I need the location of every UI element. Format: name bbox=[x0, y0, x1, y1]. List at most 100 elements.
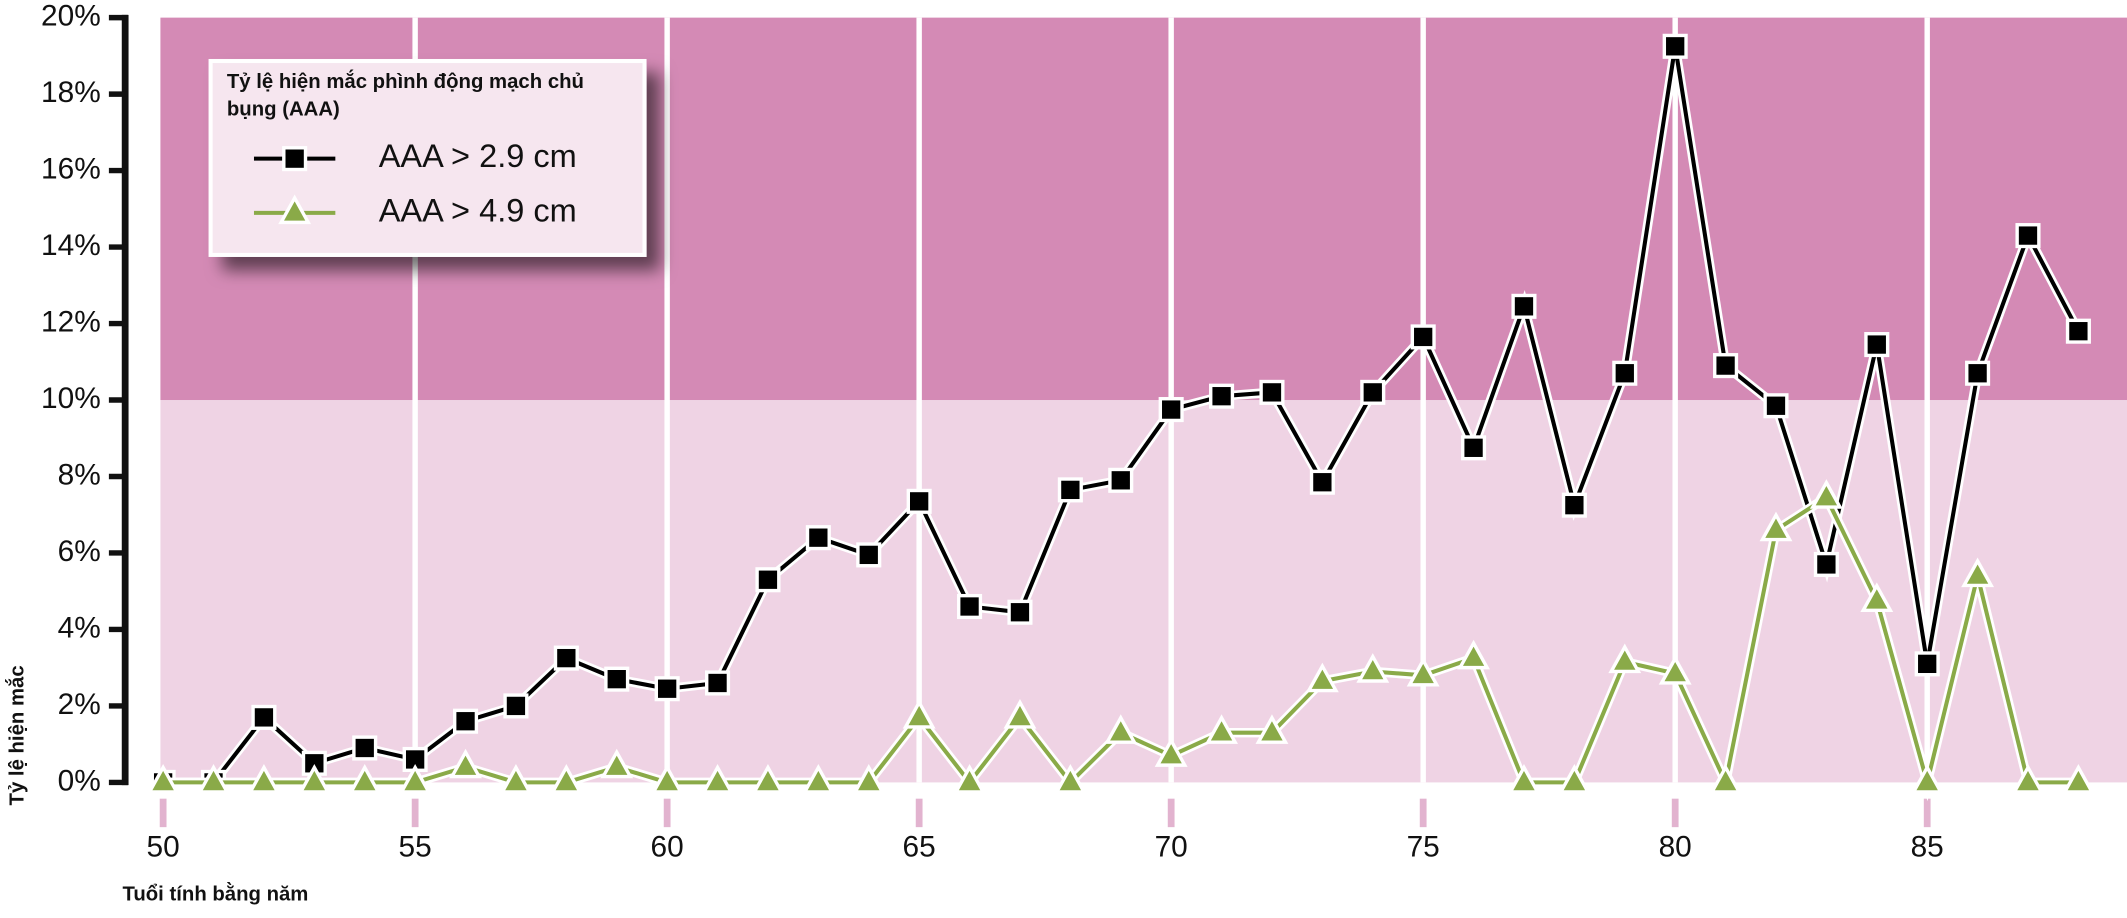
y-tick-label: 18% bbox=[41, 76, 101, 109]
data-point bbox=[1205, 714, 1239, 744]
data-point bbox=[1809, 479, 1843, 509]
data-point bbox=[398, 763, 432, 794]
data-point bbox=[1356, 653, 1390, 683]
data-point bbox=[1255, 714, 1289, 744]
data-point bbox=[1713, 353, 1739, 379]
data-point bbox=[650, 763, 684, 794]
data-point bbox=[197, 763, 230, 794]
data-point bbox=[1557, 763, 1591, 794]
y-tick-label: 10% bbox=[41, 382, 101, 415]
legend-marker bbox=[278, 194, 312, 225]
data-point bbox=[600, 748, 634, 779]
data-point bbox=[1461, 435, 1487, 461]
x-tick-label: 85 bbox=[1911, 831, 1944, 864]
data-point bbox=[1406, 656, 1440, 687]
data-point bbox=[957, 593, 983, 620]
data-point bbox=[1860, 582, 1894, 612]
data-point bbox=[1360, 379, 1386, 405]
data-point bbox=[1910, 763, 1944, 794]
data-point bbox=[1209, 383, 1235, 409]
data-point bbox=[906, 488, 932, 514]
data-point bbox=[1309, 469, 1335, 495]
data-point bbox=[1410, 324, 1436, 350]
data-point bbox=[1965, 360, 1991, 386]
data-point bbox=[2065, 318, 2091, 344]
data-point bbox=[1259, 379, 1285, 405]
data-point bbox=[452, 708, 479, 734]
legend: Tỷ lệ hiện mắc phình động mạch chủ bụng … bbox=[208, 58, 647, 257]
data-point bbox=[1662, 33, 1688, 59]
data-point bbox=[2015, 223, 2041, 249]
data-point bbox=[705, 670, 731, 696]
y-tick-label: 16% bbox=[41, 152, 101, 185]
data-point bbox=[1561, 492, 1587, 518]
x-tick-label: 60 bbox=[651, 831, 684, 864]
data-point bbox=[1511, 293, 1537, 319]
data-point bbox=[553, 645, 579, 671]
data-point bbox=[1612, 360, 1638, 386]
data-point bbox=[499, 763, 533, 794]
data-point bbox=[1763, 393, 1789, 419]
x-tick-label: 80 bbox=[1659, 831, 1692, 864]
data-point bbox=[701, 763, 734, 794]
data-point bbox=[297, 763, 331, 794]
data-point bbox=[146, 763, 180, 794]
data-point bbox=[348, 763, 382, 794]
data-point bbox=[2011, 763, 2045, 794]
data-point bbox=[503, 693, 529, 719]
data-point bbox=[1108, 467, 1134, 493]
data-point bbox=[1759, 511, 1793, 542]
data-point bbox=[251, 704, 277, 730]
data-point bbox=[953, 763, 986, 794]
x-tick-label: 75 bbox=[1407, 831, 1440, 864]
legend-label: AAA > 2.9 cm bbox=[379, 138, 577, 174]
y-tick-label: 20% bbox=[41, 0, 101, 33]
data-point bbox=[1007, 599, 1033, 625]
y-tick-label: 0% bbox=[58, 764, 101, 797]
data-point bbox=[801, 763, 835, 794]
legend-label: AAA > 4.9 cm bbox=[379, 192, 577, 228]
data-point bbox=[1961, 557, 1995, 588]
data-point bbox=[1057, 477, 1083, 503]
x-axis-label: Tuổi tính bằng năm bbox=[122, 881, 308, 905]
legend-title-box: Tỷ lệ hiện mắc phình động mạch chủ bụng … bbox=[226, 70, 584, 121]
data-point bbox=[856, 542, 882, 568]
data-point bbox=[1053, 763, 1087, 794]
data-point bbox=[1813, 551, 1839, 577]
data-point bbox=[1154, 737, 1188, 767]
y-tick-label: 2% bbox=[58, 688, 101, 721]
x-tick-label: 70 bbox=[1155, 831, 1188, 864]
series bbox=[146, 33, 2095, 802]
axes: 50 55 60 65 70 75 80 85 0% 2% 4% 6% 8% 10% 12% 14% 16% 18… bbox=[41, 0, 1944, 864]
data-point bbox=[852, 763, 886, 794]
data-point bbox=[604, 666, 630, 692]
data-point bbox=[1003, 698, 1037, 729]
data-point bbox=[1305, 662, 1339, 693]
data-point bbox=[1658, 655, 1692, 685]
x-tick-label: 55 bbox=[399, 831, 432, 864]
data-point bbox=[352, 735, 378, 761]
data-point bbox=[1864, 332, 1890, 358]
legend-marker bbox=[282, 146, 308, 172]
data-point bbox=[247, 763, 281, 794]
data-point bbox=[1709, 763, 1743, 794]
legend-title: Tỷ lệ hiện mắc phình động mạch chủ bụng … bbox=[226, 70, 584, 121]
y-tick-label: 6% bbox=[58, 535, 101, 568]
data-point bbox=[1608, 643, 1642, 674]
y-axis-label: Tỷ lệ hiện mắc bbox=[4, 665, 28, 805]
data-point bbox=[654, 676, 680, 702]
data-point bbox=[549, 763, 583, 794]
data-point bbox=[1507, 763, 1541, 794]
data-point bbox=[1104, 714, 1138, 744]
data-point bbox=[1158, 397, 1184, 423]
x-tick-label: 65 bbox=[903, 831, 936, 864]
data-point bbox=[1457, 639, 1491, 670]
data-point bbox=[2061, 763, 2095, 794]
data-point bbox=[751, 763, 785, 794]
data-point bbox=[755, 567, 781, 593]
data-point bbox=[449, 748, 482, 779]
data-point bbox=[1914, 651, 1940, 677]
y-tick-label: 8% bbox=[58, 458, 101, 491]
